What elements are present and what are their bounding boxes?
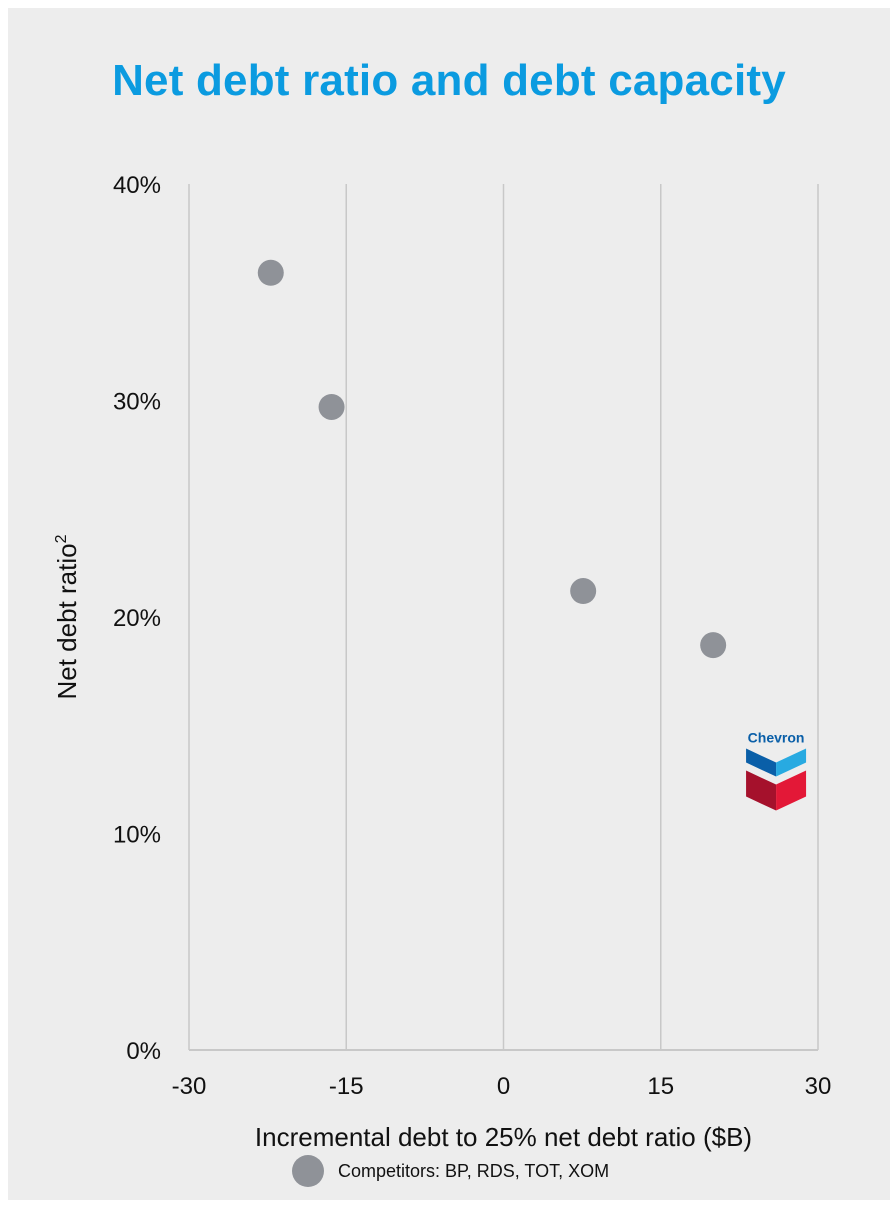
- x-tick-label: -30: [172, 1073, 207, 1100]
- y-axis-title: Net debt ratio2: [52, 534, 82, 699]
- legend-marker: [292, 1155, 324, 1187]
- competitor-point: [257, 259, 284, 286]
- y-tick-label: 40%: [113, 172, 161, 199]
- competitor-point: [318, 393, 345, 420]
- scatter-chart: -30 -15 0 15 30 0% 10% 20% 30% 40% Chevron Increm…: [52, 172, 831, 1152]
- chevron-logo-red: [776, 770, 807, 811]
- y-tick-label: 20%: [113, 605, 161, 632]
- chevron-logo-blue-dark: [746, 748, 777, 777]
- y-tick-label: 10%: [113, 822, 161, 849]
- chevron-logo-text: Chevron: [748, 730, 805, 746]
- y-tick-label: 30%: [113, 389, 161, 416]
- grid-lines: [188, 184, 819, 1051]
- competitor-point: [570, 578, 597, 605]
- y-axis-title-text: Net debt ratio: [52, 543, 82, 699]
- competitor-point: [700, 632, 727, 659]
- y-tick-label: 0%: [126, 1038, 161, 1065]
- chevron-logo-blue-light: [776, 748, 807, 777]
- x-tick-label: 30: [805, 1073, 832, 1100]
- x-tick-label: -15: [329, 1073, 364, 1100]
- legend: Competitors: BP, RDS, TOT, XOM: [292, 1155, 609, 1187]
- x-tick-label: 15: [647, 1073, 674, 1100]
- legend-label: Competitors: BP, RDS, TOT, XOM: [338, 1160, 610, 1181]
- y-axis-title-superscript: 2: [53, 534, 70, 543]
- data-points: [257, 259, 727, 659]
- chevron-logo: Chevron: [746, 730, 807, 811]
- x-tick-label: 0: [497, 1073, 510, 1100]
- chevron-logo-red-dark: [746, 770, 777, 811]
- slide-background: Net debt ratio and debt capacity -30 -15 0…: [8, 8, 890, 1200]
- tick-labels: -30 -15 0 15 30 0% 10% 20% 30% 40%: [113, 172, 831, 1100]
- chart-title: Net debt ratio and debt capacity: [112, 56, 786, 105]
- x-axis-title: Incremental debt to 25% net debt ratio (…: [255, 1122, 752, 1152]
